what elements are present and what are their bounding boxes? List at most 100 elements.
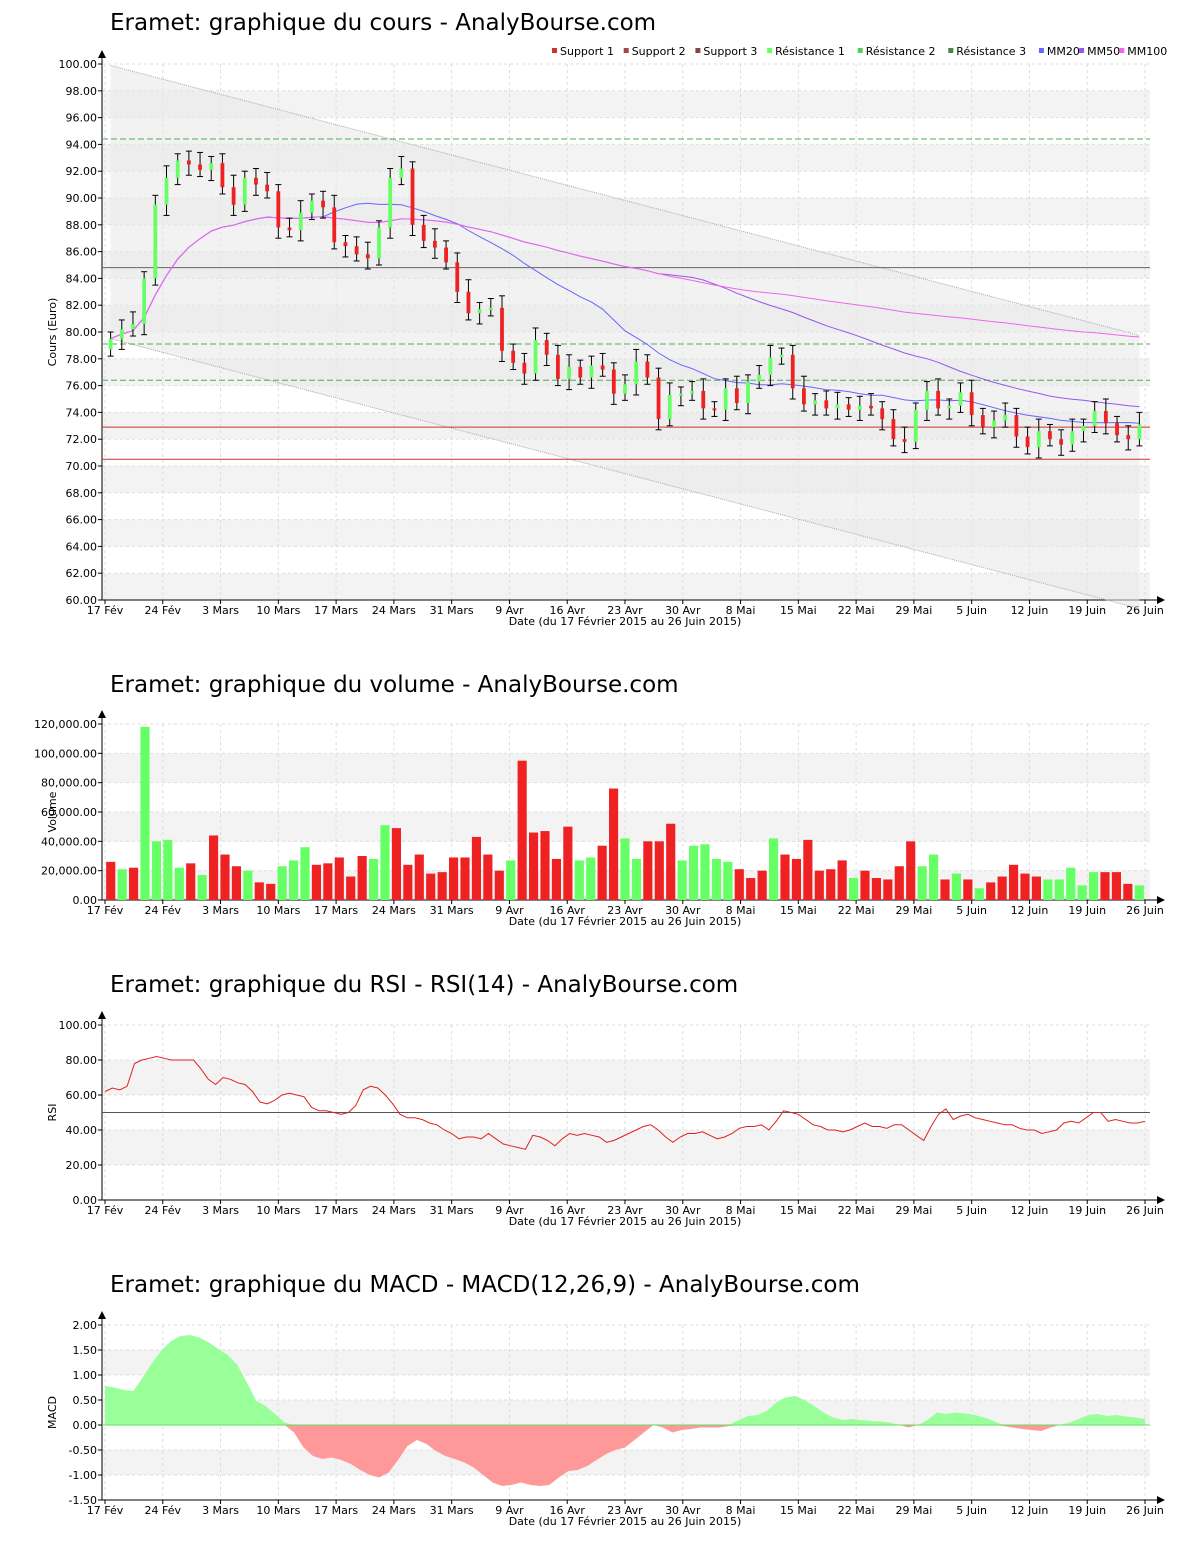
candle-body [466,291,471,314]
price-x-tick-label: 17 Fév [87,604,124,617]
macd-y-axis-label: MACD [46,1396,59,1429]
candle-body [701,390,706,409]
volume-bar [1100,872,1110,900]
volume-bar [1043,879,1053,900]
price-x-tick-label: 5 Juin [956,604,987,617]
volume-bar [403,864,413,900]
legend-swatch [767,48,773,53]
candle-body [153,204,158,279]
volume-band [102,753,1150,783]
candle-body [220,163,225,188]
rsi-x-tick-label: 3 Mars [202,1204,239,1217]
legend-swatch [695,48,701,53]
volume-bar [677,860,687,900]
macd-x-tick-label: 23 Avr [607,1504,643,1517]
candle-body [377,227,381,259]
regression-channel [110,65,1140,609]
candle-body [1081,425,1086,432]
price-y-tick-label: 98.00 [66,85,98,98]
legend-label: MM100 [1127,45,1167,58]
candle-body [913,409,918,442]
macd-x-tick-label: 17 Fév [87,1504,124,1517]
rsi-y-tick-label: 100.00 [59,1019,98,1032]
volume-chart: 120,000.00 100,000.00 80,000.00 60,000.00 40… [34,710,1165,928]
price-chart: 100.00 98.00 96.00 94.00 92.00 90.00 88.00 86.0… [46,45,1167,628]
volume-bar [1020,873,1030,900]
candle-body [142,278,147,324]
candle-body [634,361,639,385]
rsi-x-tick-label: 24 Fév [145,1204,182,1217]
candle-body [846,404,851,410]
volume-x-tick-label: 15 Mai [780,904,817,917]
volume-bar [734,869,744,900]
candle-body [835,404,840,409]
candle-body [880,408,885,420]
price-x-tick-label: 10 Mars [256,604,300,617]
legend-swatch [1038,48,1044,53]
volume-bar [414,854,424,900]
volume-bar [1123,883,1133,900]
candle-body [790,354,795,389]
volume-x-tick-label: 16 Avr [550,904,586,917]
candle-body [1070,431,1075,445]
volume-bar [791,858,801,900]
rsi-x-tick-label: 30 Avr [665,1204,701,1217]
rsi-x-tick-label: 8 Mai [726,1204,756,1217]
macd-x-tick-label: 31 Mars [430,1504,474,1517]
volume-bar [311,864,321,900]
price-y-tick-label: 92.00 [66,165,98,178]
candle-body [522,362,527,374]
volume-bar [940,879,950,900]
price-x-tick-label: 30 Avr [665,604,701,617]
volume-x-tick-label: 22 Mai [838,904,875,917]
macd-x-tick-label: 5 Juin [956,1504,987,1517]
macd-negative-area [105,1425,1145,1486]
legend-swatch [623,48,629,53]
volume-bar [894,866,904,900]
rsi-y-tick-label: 60.00 [66,1089,98,1102]
candle-body [600,365,605,370]
candle-body [209,163,214,170]
candle-body [857,405,862,410]
price-x-tick-label: 12 Juin [1011,604,1049,617]
volume-bar [769,838,779,900]
volume-y-tick-label: 20,000.00 [41,865,97,878]
legend-swatch [1079,48,1085,53]
macd-y-tick-label: 0.50 [73,1394,98,1407]
rsi-x-tick-label: 5 Juin [956,1204,987,1217]
price-y-tick-label: 70.00 [66,460,98,473]
price-x-tick-label: 8 Mai [726,604,756,617]
rsi-y-tick-label: 20.00 [66,1159,98,1172]
rsi-y-axis-label: RSI [46,1104,59,1122]
volume-bar [151,841,161,900]
macd-y-tick-label: -0.50 [69,1444,97,1457]
rsi-y-tick-label: 40.00 [66,1124,98,1137]
candle-body [578,366,583,378]
price-y-tick-label: 74.00 [66,406,98,419]
price-x-axis-label: Date (du 17 Février 2015 au 26 Juin 2015… [509,615,742,628]
volume-bar [586,857,596,900]
volume-bar [460,857,470,900]
volume-bar [563,826,573,900]
candle-body [432,240,437,248]
volume-bar [620,838,630,900]
rsi-y-tick-label: 80.00 [66,1054,98,1067]
candle-body [410,168,415,225]
volume-x-tick-label: 23 Avr [607,904,643,917]
volume-x-tick-label: 12 Juin [1011,904,1049,917]
candle-body [611,369,616,394]
candle-body [365,254,370,259]
volume-x-tick-label: 24 Fév [145,904,182,917]
candle-body [500,307,504,351]
macd-x-tick-label: 10 Mars [256,1504,300,1517]
volume-x-tick-label: 17 Mars [314,904,358,917]
mm100-line [110,216,1140,340]
candle-body [969,392,974,416]
candle-body [265,184,270,192]
rsi-x-tick-label: 15 Mai [780,1204,817,1217]
price-y-tick-label: 90.00 [66,192,98,205]
price-y-tick-label: 84.00 [66,272,98,285]
price-x-tick-label: 24 Fév [145,604,182,617]
rsi-line [104,1055,1146,1150]
volume-bar [277,866,287,900]
